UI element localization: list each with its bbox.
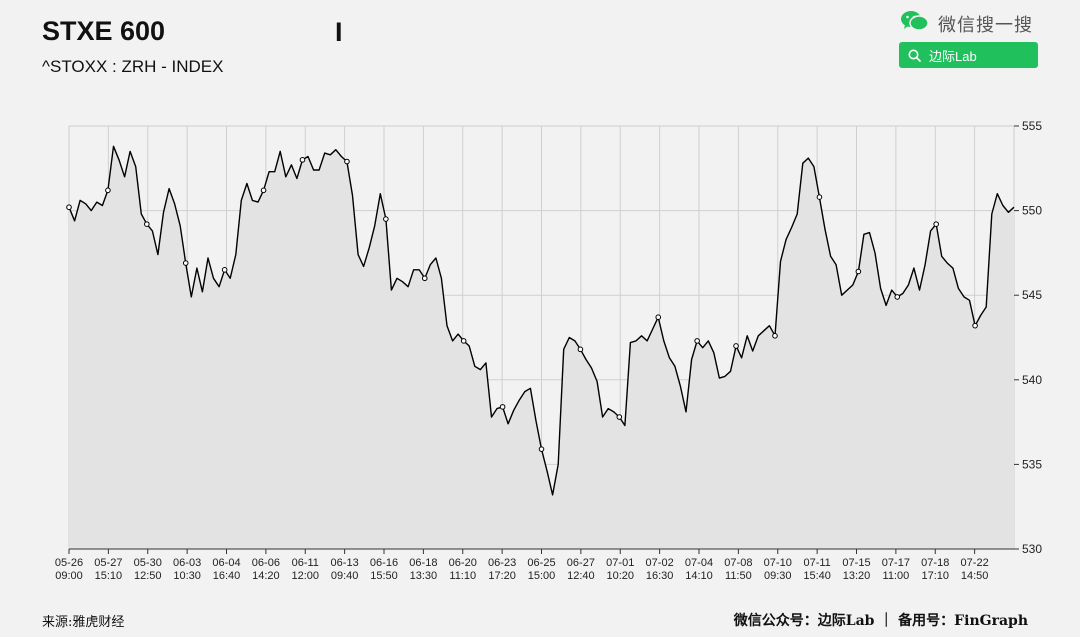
tick-marker xyxy=(144,221,150,227)
x-tick-time: 12:40 xyxy=(567,570,595,582)
x-tick-date: 07-22 xyxy=(961,557,989,569)
wechat-search-label: 微信搜一搜 xyxy=(938,14,1033,35)
tick-marker xyxy=(577,346,584,353)
x-tick-time: 14:20 xyxy=(252,570,280,582)
y-tick-label: 540 xyxy=(1022,373,1042,387)
x-tick-time: 17:10 xyxy=(921,570,949,582)
y-tick-label: 550 xyxy=(1022,204,1042,218)
y-axis-labels: 530 535 540 545 550 555 xyxy=(1014,119,1042,556)
x-tick-date: 07-15 xyxy=(842,557,870,569)
y-tick-label: 530 xyxy=(1022,542,1042,556)
x-tick-time: 11:00 xyxy=(883,570,910,582)
x-tick-time: 15:50 xyxy=(370,570,398,582)
x-tick-time: 15:00 xyxy=(528,570,556,582)
x-tick-date: 06-03 xyxy=(173,557,201,569)
tick-marker xyxy=(421,275,428,282)
x-tick-date: 05-26 xyxy=(55,557,83,569)
x-tick-date: 07-17 xyxy=(882,557,910,569)
search-box-text: 边际Lab xyxy=(929,48,977,64)
x-tick-date: 06-11 xyxy=(292,557,319,569)
price-area-fill xyxy=(69,146,1014,550)
y-tick-label: 535 xyxy=(1022,457,1042,471)
x-tick-time: 11:10 xyxy=(449,570,476,582)
x-tick-date: 07-02 xyxy=(646,557,674,569)
tick-marker xyxy=(538,446,545,452)
x-tick-date: 06-04 xyxy=(212,557,240,569)
price-markers xyxy=(66,157,978,452)
tick-marker xyxy=(499,404,506,410)
x-tick-date: 06-25 xyxy=(527,557,555,569)
x-tick-time: 09:00 xyxy=(55,570,83,582)
x-tick-date: 07-04 xyxy=(685,557,713,569)
source-note: 来源:雅虎财经 xyxy=(42,615,125,630)
tick-marker xyxy=(460,338,467,344)
tick-marker xyxy=(616,414,623,420)
chart-title: STXE 600 xyxy=(42,16,166,46)
tick-marker xyxy=(894,294,901,300)
x-tick-date: 05-30 xyxy=(134,557,162,569)
x-tick-date: 05-27 xyxy=(94,557,122,569)
wechat-search-brand: 微信搜一搜 xyxy=(900,10,1033,37)
tick-marker xyxy=(933,221,939,227)
x-tick-time: 09:30 xyxy=(764,570,792,582)
x-tick-time: 15:40 xyxy=(803,570,831,582)
x-tick-date: 07-08 xyxy=(724,557,752,569)
tick-marker xyxy=(221,267,228,273)
x-tick-date: 06-18 xyxy=(409,557,437,569)
y-tick-label: 545 xyxy=(1022,288,1042,302)
x-tick-time: 15:10 xyxy=(95,570,123,582)
tick-marker xyxy=(299,157,306,163)
x-tick-time: 12:00 xyxy=(291,570,319,582)
x-tick-time: 14:50 xyxy=(961,570,989,582)
tick-marker xyxy=(344,158,350,165)
x-tick-date: 07-10 xyxy=(764,557,792,569)
wechat-icon xyxy=(900,10,930,37)
x-tick-date: 06-23 xyxy=(488,557,516,569)
tick-marker xyxy=(972,322,978,329)
x-tick-time: 17:20 xyxy=(488,570,516,582)
tick-marker xyxy=(694,338,700,344)
x-tick-time: 13:30 xyxy=(410,570,438,582)
x-tick-time: 14:10 xyxy=(685,570,713,582)
text-cursor-mark: I xyxy=(335,17,343,47)
x-tick-time: 12:50 xyxy=(134,570,162,582)
x-tick-date: 07-11 xyxy=(803,557,830,569)
wechat-search-box[interactable]: 边际Lab xyxy=(899,42,1038,68)
x-tick-date: 07-01 xyxy=(606,557,634,569)
x-tick-time: 13:20 xyxy=(843,570,871,582)
x-tick-time: 16:30 xyxy=(646,570,674,582)
tick-marker xyxy=(383,216,389,222)
x-tick-date: 06-16 xyxy=(370,557,398,569)
x-tick-date: 06-20 xyxy=(449,557,477,569)
x-tick-time: 10:30 xyxy=(173,570,201,582)
account-credit: 微信公众号：边际Lab ｜ 备用号：FinGraph xyxy=(733,613,1028,629)
x-tick-time: 09:40 xyxy=(331,570,359,582)
x-tick-date: 06-13 xyxy=(331,557,359,569)
search-icon xyxy=(908,49,921,62)
tick-marker xyxy=(733,343,739,349)
y-tick-label: 555 xyxy=(1022,119,1042,133)
tick-marker xyxy=(182,260,189,266)
x-tick-time: 16:40 xyxy=(213,570,241,582)
tick-marker xyxy=(260,187,267,194)
x-tick-time: 10:20 xyxy=(606,570,634,582)
x-tick-time: 11:50 xyxy=(725,570,752,582)
chart-subtitle: ^STOXX : ZRH - INDEX xyxy=(42,57,224,76)
tick-marker xyxy=(105,187,111,194)
x-tick-date: 06-27 xyxy=(567,557,595,569)
tick-marker xyxy=(772,333,778,339)
x-tick-date: 06-06 xyxy=(252,557,280,569)
tick-marker xyxy=(816,194,823,200)
tick-marker xyxy=(655,314,662,320)
tick-marker xyxy=(66,204,72,211)
tick-marker xyxy=(855,268,862,275)
x-tick-date: 07-18 xyxy=(921,557,949,569)
